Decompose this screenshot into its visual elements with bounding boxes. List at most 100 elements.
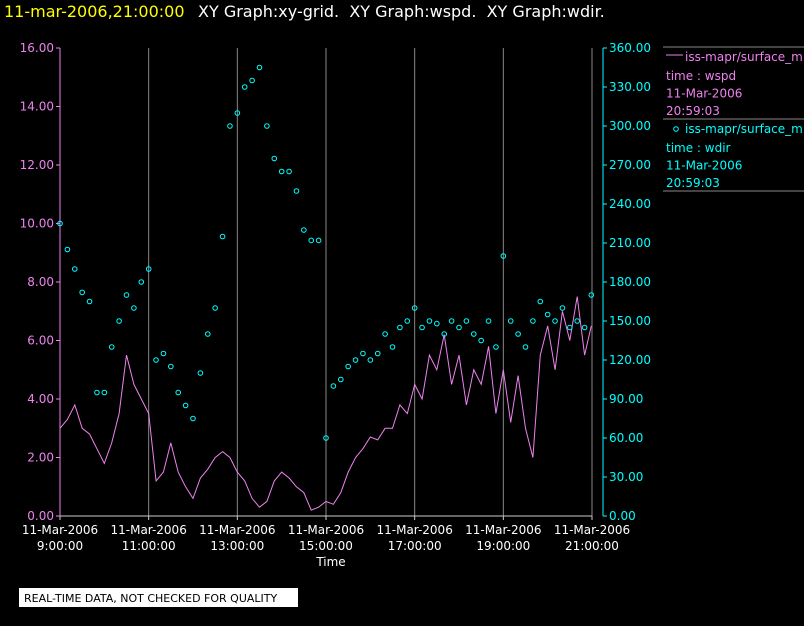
wdir-point — [567, 324, 573, 331]
legend-point-marker — [673, 126, 679, 132]
wdir-point — [160, 350, 167, 357]
y-tick-label: 14.00 — [20, 100, 54, 114]
x-tick-label: 11-Mar-2006 19:00:00 — [465, 523, 541, 553]
x-tick-label-date: 11-Mar-2006 — [554, 523, 630, 537]
x-tick-label-time: 9:00:00 — [37, 539, 83, 553]
y2-tick-label: 300.00 — [609, 119, 651, 133]
y2-tick-label: 120.00 — [609, 353, 651, 367]
wdir-point — [411, 305, 418, 311]
y2-tick-label: 150.00 — [609, 314, 651, 328]
y-tick-label: 12.00 — [20, 158, 54, 172]
note-box — [19, 588, 298, 607]
y2-tick-label: 210.00 — [609, 236, 651, 250]
wdir-point — [559, 305, 566, 311]
x-tick-label-date: 11-Mar-2006 — [465, 523, 541, 537]
wdir-point — [153, 357, 159, 363]
y2-tick-label: 60.00 — [609, 431, 643, 445]
wdir-point — [293, 188, 300, 194]
wdir-point — [544, 311, 551, 318]
wdir-point — [374, 350, 381, 357]
wdir-point — [323, 435, 329, 441]
wdir-point — [507, 318, 514, 324]
wdir-point — [227, 123, 233, 129]
y2-tick-label: 30.00 — [609, 470, 643, 484]
y-tick-label: 6.00 — [27, 334, 54, 348]
wdir-point — [574, 318, 581, 324]
wdir-point — [301, 227, 307, 233]
wdir-point — [441, 331, 448, 337]
x-tick-label: 11-Mar-2006 11:00:00 — [110, 523, 186, 553]
wdir-point — [493, 344, 499, 350]
wdir-point — [57, 220, 63, 227]
wdir-point — [456, 324, 462, 331]
wdir-point — [463, 318, 470, 324]
x-tick-label-date: 11-Mar-2006 — [199, 523, 275, 537]
y-tick-label: 0.00 — [27, 509, 54, 523]
wdir-point — [315, 237, 322, 244]
wdir-point — [249, 77, 255, 84]
x-tick-label-date: 11-Mar-2006 — [288, 523, 364, 537]
wdir-point — [219, 233, 226, 240]
wdir-point — [123, 292, 130, 298]
header-timestamp: 11-mar-2006,21:00:00 — [4, 2, 185, 21]
y-tick-label: 4.00 — [27, 392, 54, 406]
y-tick-label: 2.00 — [27, 451, 54, 465]
y-tick-label: 8.00 — [27, 275, 54, 289]
wdir-point — [256, 64, 263, 71]
wdir-point — [419, 324, 425, 331]
x-tick-label-time: 21:00:00 — [565, 539, 619, 553]
wdir-point — [116, 318, 122, 324]
legend-detail: time : wspd — [666, 69, 736, 83]
wdir-point — [86, 298, 93, 305]
wdir-point — [212, 305, 218, 311]
wdir-point — [530, 318, 536, 324]
wdir-point — [330, 383, 337, 389]
note: REAL-TIME DATA, NOT CHECKED FOR QUALITY — [24, 592, 278, 605]
y2-tick-label: 0.00 — [609, 509, 636, 523]
wdir-point — [500, 253, 507, 259]
wdir-point — [94, 389, 100, 396]
legend-name: iss-mapr/surface_m — [685, 50, 803, 64]
wdir-point — [581, 324, 588, 331]
x-tick-label: 11-Mar-2006 13:00:00 — [199, 523, 275, 553]
wdir-point — [522, 344, 529, 350]
wdir-point — [308, 237, 315, 244]
legend-detail: 20:59:03 — [666, 104, 720, 118]
x-tick-label-date: 11-Mar-2006 — [22, 523, 98, 537]
wdir-point — [337, 376, 344, 383]
x-axis-label: Time — [315, 555, 345, 569]
y-tick-label: 10.00 — [20, 217, 54, 231]
header-graphs: XY Graph:xy-grid. XY Graph:wspd. XY Grap… — [198, 2, 605, 21]
wdir-point — [278, 168, 285, 175]
wdir-point — [404, 318, 411, 324]
legend-name: iss-mapr/surface_m — [685, 122, 803, 136]
wspd-line — [59, 296, 592, 511]
wdir-point — [345, 363, 351, 370]
wdir-point — [175, 389, 182, 396]
wdir-point — [234, 110, 241, 116]
wdir-point — [448, 318, 455, 324]
wdir-point — [389, 344, 396, 350]
wdir-point — [485, 318, 492, 324]
wdir-point — [588, 292, 595, 298]
legend-detail: 11-Mar-2006 — [666, 159, 742, 173]
wdir-point — [168, 363, 174, 370]
wdir-point — [197, 370, 204, 376]
wdir-point — [131, 305, 137, 311]
wdir-point — [537, 298, 544, 305]
legend-detail: time : wdir — [666, 141, 731, 155]
wdir-point — [101, 389, 108, 396]
legend-detail: 20:59:03 — [666, 176, 720, 190]
x-tick-label-time: 17:00:00 — [388, 539, 442, 553]
x-tick-label: 11-Mar-2006 17:00:00 — [376, 523, 452, 553]
wdir-point — [182, 402, 189, 409]
wdir-point — [64, 246, 71, 253]
y2-tick-label: 90.00 — [609, 392, 643, 406]
wdir-point — [204, 331, 211, 337]
wdir-point — [552, 318, 558, 324]
wdir-point — [478, 337, 484, 344]
wdir-point — [145, 266, 152, 272]
x-tick-label-date: 11-Mar-2006 — [376, 523, 452, 537]
y2-tick-label: 270.00 — [609, 158, 651, 172]
